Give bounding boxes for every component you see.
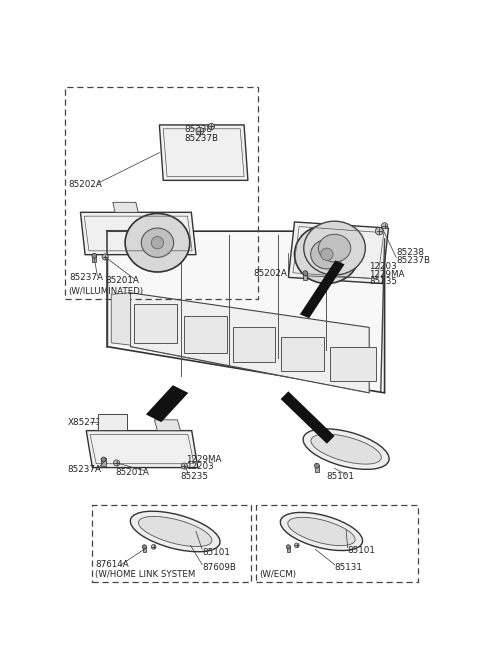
Ellipse shape [138,516,212,546]
Ellipse shape [318,234,351,262]
Ellipse shape [125,213,190,272]
Circle shape [286,544,290,549]
Polygon shape [146,385,188,422]
Bar [315,464,319,472]
Polygon shape [86,430,198,468]
Ellipse shape [130,511,220,552]
Circle shape [295,543,299,548]
Text: 85238: 85238 [184,125,212,134]
Circle shape [382,222,388,229]
Circle shape [92,253,97,258]
Text: 85235: 85235 [369,277,397,287]
Bar [143,546,146,552]
Text: 85202A: 85202A [254,269,288,278]
Polygon shape [108,231,384,393]
Ellipse shape [311,239,343,269]
Circle shape [375,228,383,235]
Circle shape [196,127,204,135]
Polygon shape [113,202,138,213]
Circle shape [114,460,120,466]
Polygon shape [155,420,180,430]
Bar [303,272,308,279]
Text: X85271: X85271 [67,418,101,426]
Polygon shape [134,304,177,343]
Polygon shape [184,316,227,353]
Text: 85131: 85131 [335,563,362,572]
Text: 85235: 85235 [180,472,208,481]
Circle shape [321,248,333,260]
Polygon shape [281,392,335,443]
Text: 87609B: 87609B [202,563,236,572]
Circle shape [151,544,156,549]
Text: 85237A: 85237A [69,273,103,282]
Text: 85238: 85238 [396,248,424,257]
Polygon shape [81,213,196,255]
Polygon shape [288,222,388,283]
Text: 12203: 12203 [369,262,397,271]
Bar [92,255,96,262]
Ellipse shape [280,512,362,550]
Text: (W/ECM): (W/ECM) [259,570,296,579]
Circle shape [303,271,308,276]
Ellipse shape [303,429,389,470]
Polygon shape [300,260,345,318]
Polygon shape [330,348,376,381]
Ellipse shape [295,225,359,283]
Ellipse shape [304,221,365,275]
Bar [287,546,290,552]
Ellipse shape [311,434,381,464]
Text: 85201A: 85201A [105,276,139,285]
Text: 85237A: 85237A [67,465,101,474]
Polygon shape [281,337,324,371]
Bar [98,415,127,430]
Text: (W/HOME LINK SYSTEM: (W/HOME LINK SYSTEM [95,570,195,579]
Text: 85101: 85101 [327,472,355,481]
Ellipse shape [141,228,174,257]
Text: 85202A: 85202A [68,180,102,190]
Ellipse shape [288,518,355,546]
Circle shape [314,463,319,468]
Text: 85101: 85101 [202,548,230,557]
Text: 85237B: 85237B [184,134,218,143]
Circle shape [101,457,106,462]
Polygon shape [233,327,275,362]
Polygon shape [159,125,248,180]
Text: 1229MA: 1229MA [369,270,405,279]
Polygon shape [111,293,131,345]
Text: 1229MA: 1229MA [186,455,221,464]
Text: 85237B: 85237B [396,256,430,265]
Text: 12203: 12203 [186,462,214,471]
Text: 87614A: 87614A [95,560,129,569]
Text: 85101: 85101 [348,546,375,555]
Circle shape [208,123,215,129]
Polygon shape [131,293,369,393]
Circle shape [151,237,164,249]
Circle shape [102,254,108,260]
Circle shape [142,544,146,549]
Text: 85201A: 85201A [115,468,149,478]
Bar [101,459,106,466]
Circle shape [181,463,188,469]
Text: (W/ILLUMINATED): (W/ILLUMINATED) [68,287,143,296]
